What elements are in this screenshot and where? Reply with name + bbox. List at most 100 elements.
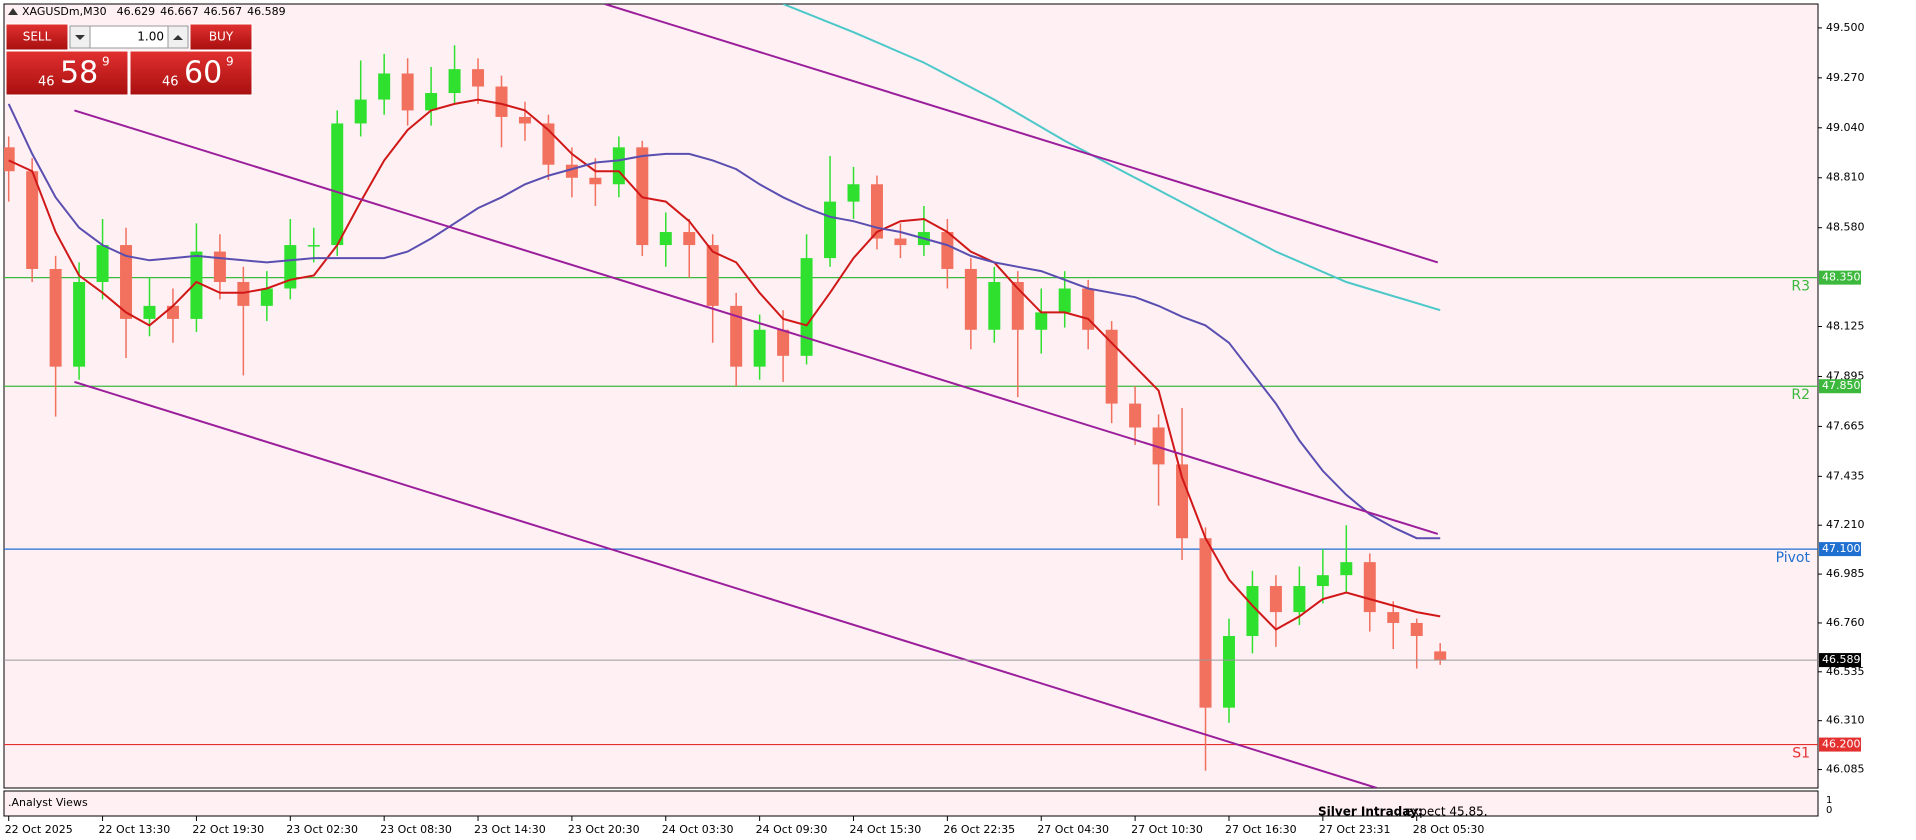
candle-body (1058, 288, 1071, 313)
candle-body (448, 69, 461, 94)
x-tick-label: 23 Oct 02:30 (286, 823, 358, 836)
overlay-line (604, 4, 1439, 264)
y-tick-label: 49.270 (1826, 71, 1865, 84)
x-tick-label: 27 Oct 04:30 (1037, 823, 1109, 836)
level-price: 47.850 (1822, 379, 1861, 392)
candle-body (354, 99, 367, 124)
subwindow-tick: 0 (1826, 805, 1832, 816)
overlay-line (8, 98, 1441, 631)
candle-body (472, 69, 485, 87)
y-tick-label: 49.500 (1826, 21, 1865, 34)
ask-box[interactable] (129, 50, 253, 96)
candle-body (73, 281, 86, 367)
ask-big: 46 (162, 75, 179, 90)
symbol-icon (8, 8, 18, 15)
x-tick-label: 22 Oct 19:30 (192, 823, 264, 836)
volume: 1.00 (137, 30, 164, 44)
candle-body (378, 73, 391, 100)
x-tick-label: 22 Oct 13:30 (99, 823, 171, 836)
candle-body (612, 147, 625, 185)
candle-body (706, 245, 719, 306)
subwindow-tick: 1 (1826, 795, 1832, 806)
level-name: R3 (1791, 279, 1810, 295)
subwindow-text: Silver Intraday: (1318, 805, 1423, 819)
buy-button[interactable] (189, 23, 253, 51)
plot-area (3, 3, 1819, 789)
header: XAGUSDm,M30 46.629 46.667 46.567 46.589 (22, 5, 286, 18)
x-tick-label: 26 Oct 22:35 (943, 823, 1015, 836)
x-tick-label: 27 Oct 10:30 (1131, 823, 1203, 836)
y-tick-label: 47.435 (1826, 469, 1865, 482)
candle-body (1199, 538, 1212, 708)
buy-label: BUY (209, 30, 234, 44)
candle-body (1035, 312, 1048, 330)
candle-body (1105, 329, 1118, 404)
y-tick-label: 48.580 (1826, 221, 1865, 234)
level-price: 46.200 (1822, 738, 1861, 751)
ask-pips: 60 (184, 56, 222, 91)
level-price-box (1819, 542, 1861, 557)
candle-body (1222, 635, 1235, 708)
level-price-box (1819, 270, 1861, 285)
last-price: 46.589 (1822, 653, 1861, 666)
overlay-line (7, 103, 1441, 540)
overlay-line (74, 380, 1378, 788)
candle-body (589, 177, 602, 185)
sell-label: SELL (23, 30, 52, 44)
candle-body (518, 116, 531, 124)
x-tick-label: 24 Oct 15:30 (850, 823, 922, 836)
candle-body (1387, 612, 1400, 623)
candle-body (425, 93, 438, 111)
candle-body (26, 171, 39, 269)
y-tick-label: 47.665 (1826, 419, 1865, 432)
y-tick-label: 46.760 (1826, 616, 1865, 629)
candle-body (49, 268, 62, 367)
arrow-down (75, 35, 85, 40)
candle-body (1152, 427, 1165, 465)
plot (4, 4, 1818, 788)
x-tick-label: 27 Oct 23:31 (1319, 823, 1391, 836)
subwindow (3, 790, 1819, 817)
candle-body (964, 268, 977, 330)
candle-body (237, 281, 250, 306)
candle-body (870, 184, 883, 239)
candle-body (988, 281, 1001, 330)
subwindow-text: expect 45.85. (1405, 805, 1488, 819)
candle-body (166, 305, 179, 319)
candle-body (401, 73, 414, 111)
y-tick-label: 48.125 (1826, 320, 1865, 333)
candle-body (1129, 403, 1142, 428)
candle-body (730, 305, 743, 367)
last-price-box (1819, 653, 1861, 668)
candle-body (1082, 288, 1095, 330)
candle-body (120, 245, 133, 319)
ask-fraction: 9 (226, 55, 234, 69)
bid-big: 46 (38, 75, 55, 90)
bid-box[interactable] (5, 50, 129, 96)
candle-body (190, 251, 203, 319)
level-price-box (1819, 379, 1861, 394)
y-tick-label: 46.535 (1826, 665, 1865, 678)
level-price: 48.350 (1822, 271, 1861, 284)
x-tick-label: 23 Oct 08:30 (380, 823, 452, 836)
level-name: S1 (1792, 746, 1810, 762)
candle-body (495, 86, 508, 117)
candle-body (800, 258, 813, 356)
x-tick-label: 22 Oct 2025 (5, 823, 73, 836)
candle-body (1363, 562, 1376, 613)
candle-body (260, 288, 273, 306)
x-tick-label: 27 Oct 16:30 (1225, 823, 1297, 836)
x-tick-label: 24 Oct 09:30 (756, 823, 828, 836)
candle-body (284, 245, 297, 289)
candle-body (1434, 651, 1447, 661)
sell-button[interactable] (5, 23, 69, 51)
x-tick-label: 23 Oct 14:30 (474, 823, 546, 836)
candle-body (1410, 622, 1423, 636)
y-tick-label: 47.210 (1826, 518, 1865, 531)
candle-body (1246, 586, 1259, 636)
x-tick-label: 24 Oct 03:30 (662, 823, 734, 836)
open: 46.629 (117, 5, 156, 18)
low: 46.567 (204, 5, 243, 18)
x-tick-label: 23 Oct 20:30 (568, 823, 640, 836)
